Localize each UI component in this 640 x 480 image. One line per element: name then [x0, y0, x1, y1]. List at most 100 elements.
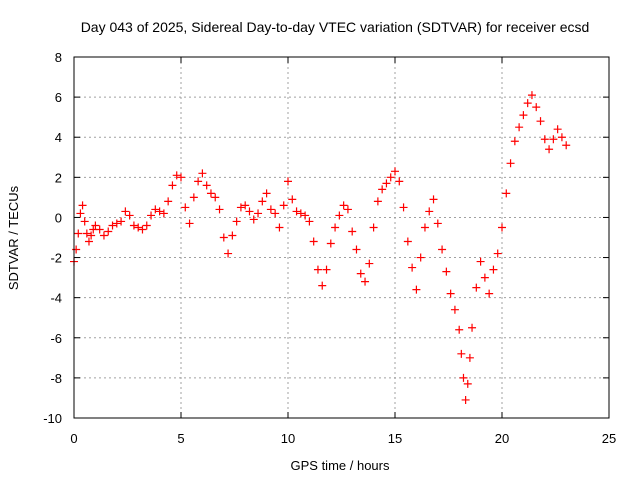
data-point	[523, 99, 532, 108]
data-point	[117, 217, 126, 226]
data-point	[408, 263, 417, 272]
data-point	[215, 205, 224, 214]
data-point	[108, 221, 117, 230]
data-point	[155, 207, 164, 216]
data-point	[498, 223, 506, 232]
data-point	[391, 167, 399, 176]
data-point	[206, 189, 215, 198]
data-point	[236, 203, 245, 212]
data-point	[450, 305, 459, 314]
data-point	[151, 205, 160, 214]
y-tick-label: 0	[55, 210, 62, 225]
data-point	[399, 203, 408, 212]
data-point	[348, 227, 357, 236]
data-point	[84, 237, 93, 246]
data-point	[369, 223, 378, 232]
x-tick-label: 10	[281, 431, 295, 446]
data-point	[271, 209, 280, 218]
data-point	[72, 245, 81, 254]
y-tick-label: 4	[55, 130, 62, 145]
data-point	[142, 221, 151, 230]
data-point	[147, 211, 156, 220]
x-tick-label: 0	[70, 431, 77, 446]
data-point	[219, 233, 228, 242]
data-point	[322, 265, 331, 274]
data-point	[284, 177, 292, 186]
data-point	[420, 223, 429, 232]
data-point	[343, 205, 352, 214]
y-tick-label: 8	[55, 50, 62, 65]
data-point	[395, 177, 404, 186]
data-point	[493, 249, 502, 258]
data-point	[172, 171, 181, 180]
data-point	[480, 273, 489, 282]
x-tick-label: 25	[602, 431, 616, 446]
data-point	[121, 207, 130, 216]
data-point	[138, 225, 147, 234]
data-point	[279, 201, 288, 210]
data-point	[194, 177, 203, 186]
data-point	[78, 201, 87, 210]
data-point	[557, 133, 566, 142]
plot-frame	[73, 56, 610, 419]
data-point	[164, 197, 173, 206]
data-point	[446, 289, 455, 298]
data-point	[211, 193, 220, 202]
data-point	[181, 203, 190, 212]
data-point	[87, 231, 96, 240]
data-point	[515, 123, 524, 132]
data-point	[202, 181, 211, 190]
data-point	[403, 237, 412, 246]
data-point	[459, 373, 468, 382]
data-point	[95, 225, 104, 234]
data-point	[527, 91, 536, 100]
y-axis-ticks: -10 -8 -6 -4 -2 0 2 4 6 8	[43, 50, 609, 426]
data-point	[382, 179, 391, 188]
data-point	[232, 217, 241, 226]
data-point	[99, 231, 108, 240]
x-tick-label: 20	[495, 431, 509, 446]
data-point	[472, 283, 481, 292]
data-point	[318, 281, 327, 290]
data-point	[104, 227, 113, 236]
data-point	[365, 259, 374, 268]
data-point	[461, 395, 470, 404]
chart-title: Day 043 of 2025, Sidereal Day-to-day VTE…	[81, 19, 590, 35]
data-point	[429, 195, 438, 204]
data-point	[288, 195, 297, 204]
data-point	[112, 219, 121, 228]
y-tick-label: 2	[55, 170, 62, 185]
data-point	[125, 211, 134, 220]
y-axis-label: SDTVAR / TECUs	[6, 185, 21, 290]
data-point	[129, 221, 138, 230]
data-point	[275, 223, 284, 232]
data-point	[177, 173, 185, 182]
data-point	[378, 185, 387, 194]
data-point	[313, 265, 322, 274]
data-point	[339, 201, 348, 210]
data-point	[373, 197, 382, 206]
data-point	[506, 159, 515, 168]
data-point	[502, 189, 511, 198]
data-point	[245, 207, 254, 216]
y-tick-label: -6	[50, 331, 62, 346]
x-axis-ticks: 0 5 10 15 20 25	[70, 57, 616, 446]
data-point	[476, 257, 485, 266]
y-tick-label: 6	[55, 90, 62, 105]
data-point	[485, 289, 494, 298]
data-point	[91, 221, 100, 230]
data-point	[74, 229, 83, 238]
data-point	[545, 145, 554, 154]
data-point	[455, 325, 464, 334]
data-point	[540, 135, 549, 144]
data-point	[433, 219, 442, 228]
data-point	[356, 269, 365, 278]
data-point	[425, 207, 434, 216]
x-axis-label: GPS time / hours	[291, 458, 390, 473]
data-point	[489, 265, 498, 274]
data-point	[442, 267, 451, 276]
data-point	[292, 207, 301, 216]
data-point	[198, 169, 207, 178]
data-point	[457, 349, 466, 358]
